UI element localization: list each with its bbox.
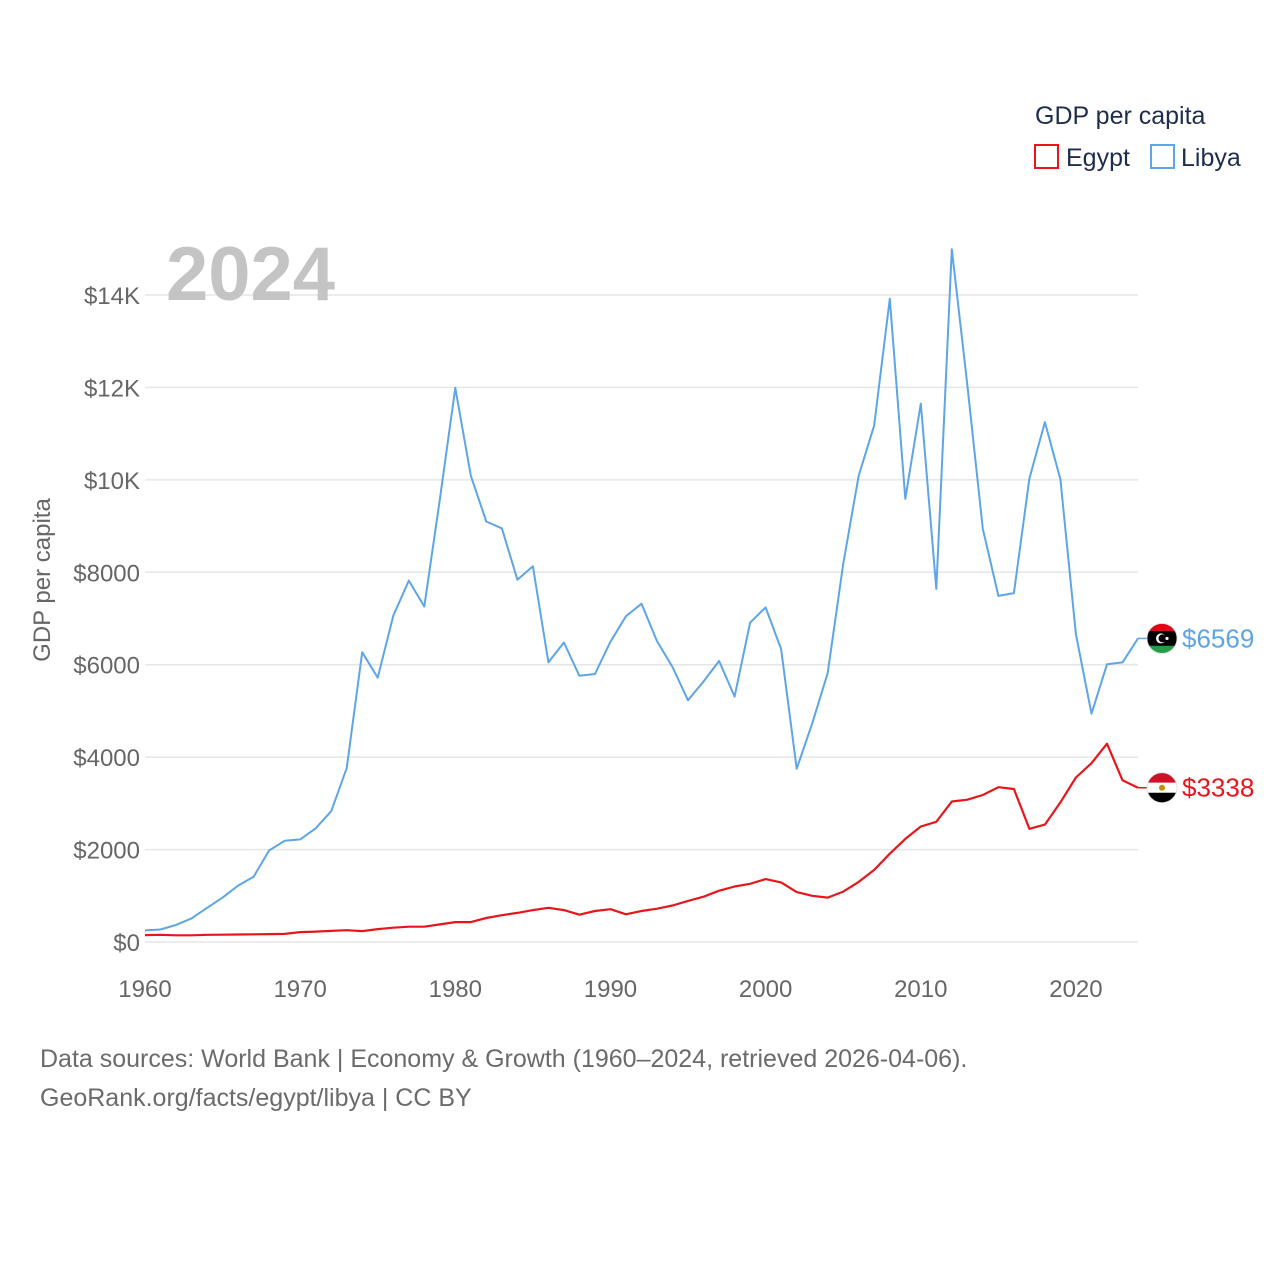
- series-lines: [144, 248, 1139, 937]
- legend-swatch-libya: [1150, 144, 1175, 169]
- x-tick-label: 2010: [894, 976, 947, 1003]
- x-tick-label: 1990: [584, 976, 637, 1003]
- legend-label-libya: Libya: [1181, 144, 1241, 172]
- x-axis-ticks: 1960 1970 1980 1990 2000 2010 2020: [118, 976, 1102, 1003]
- grid-lines: [145, 294, 1138, 943]
- legend-label-egypt: Egypt: [1066, 144, 1130, 172]
- legend-item-egypt[interactable]: Egypt: [1034, 144, 1130, 172]
- x-tick-label: 2000: [739, 976, 792, 1003]
- legend[interactable]: GDP per capita Egypt Libya: [1034, 102, 1241, 172]
- y-tick-label: $8000: [73, 560, 140, 587]
- y-tick-label: $0: [113, 930, 140, 957]
- y-tick-label: $2000: [73, 838, 140, 865]
- end-value-label-libya: $6569: [1182, 623, 1254, 653]
- series-line-libya: [144, 248, 1139, 932]
- y-axis-title: GDP per capita: [29, 498, 56, 662]
- libya-flag-icon: [1147, 623, 1177, 654]
- y-tick-label: $10K: [84, 468, 140, 495]
- end-marker-egypt: $3338: [1138, 772, 1254, 804]
- y-tick-label: $4000: [73, 745, 140, 772]
- end-marker-libya: $6569: [1138, 623, 1254, 654]
- footer: Data sources: World Bank | Economy & Gro…: [40, 1040, 967, 1118]
- footer-sources: Data sources: World Bank | Economy & Gro…: [40, 1045, 968, 1073]
- end-value-label-egypt: $3338: [1182, 773, 1254, 803]
- year-label: 2024: [166, 232, 335, 317]
- y-tick-label: $6000: [73, 653, 140, 680]
- egypt-flag-icon: [1147, 772, 1177, 803]
- x-tick-label: 2020: [1049, 976, 1102, 1003]
- legend-title: GDP per capita: [1035, 102, 1206, 130]
- x-tick-label: 1960: [118, 976, 171, 1003]
- y-tick-label: $12K: [84, 375, 140, 402]
- x-tick-label: 1980: [429, 976, 482, 1003]
- y-tick-label: $14K: [84, 283, 140, 310]
- x-tick-label: 1970: [273, 976, 326, 1003]
- footer-attribution[interactable]: GeoRank.org/facts/egypt/libya | CC BY: [40, 1084, 472, 1112]
- legend-item-libya[interactable]: Libya: [1150, 144, 1241, 172]
- legend-swatch-egypt: [1034, 144, 1059, 169]
- y-axis-ticks: $0 $2000 $4000 $6000 $8000 $10K $12K $14K: [73, 283, 140, 957]
- end-markers: $3338 $6569: [1138, 623, 1254, 804]
- series-line-egypt: [144, 742, 1139, 937]
